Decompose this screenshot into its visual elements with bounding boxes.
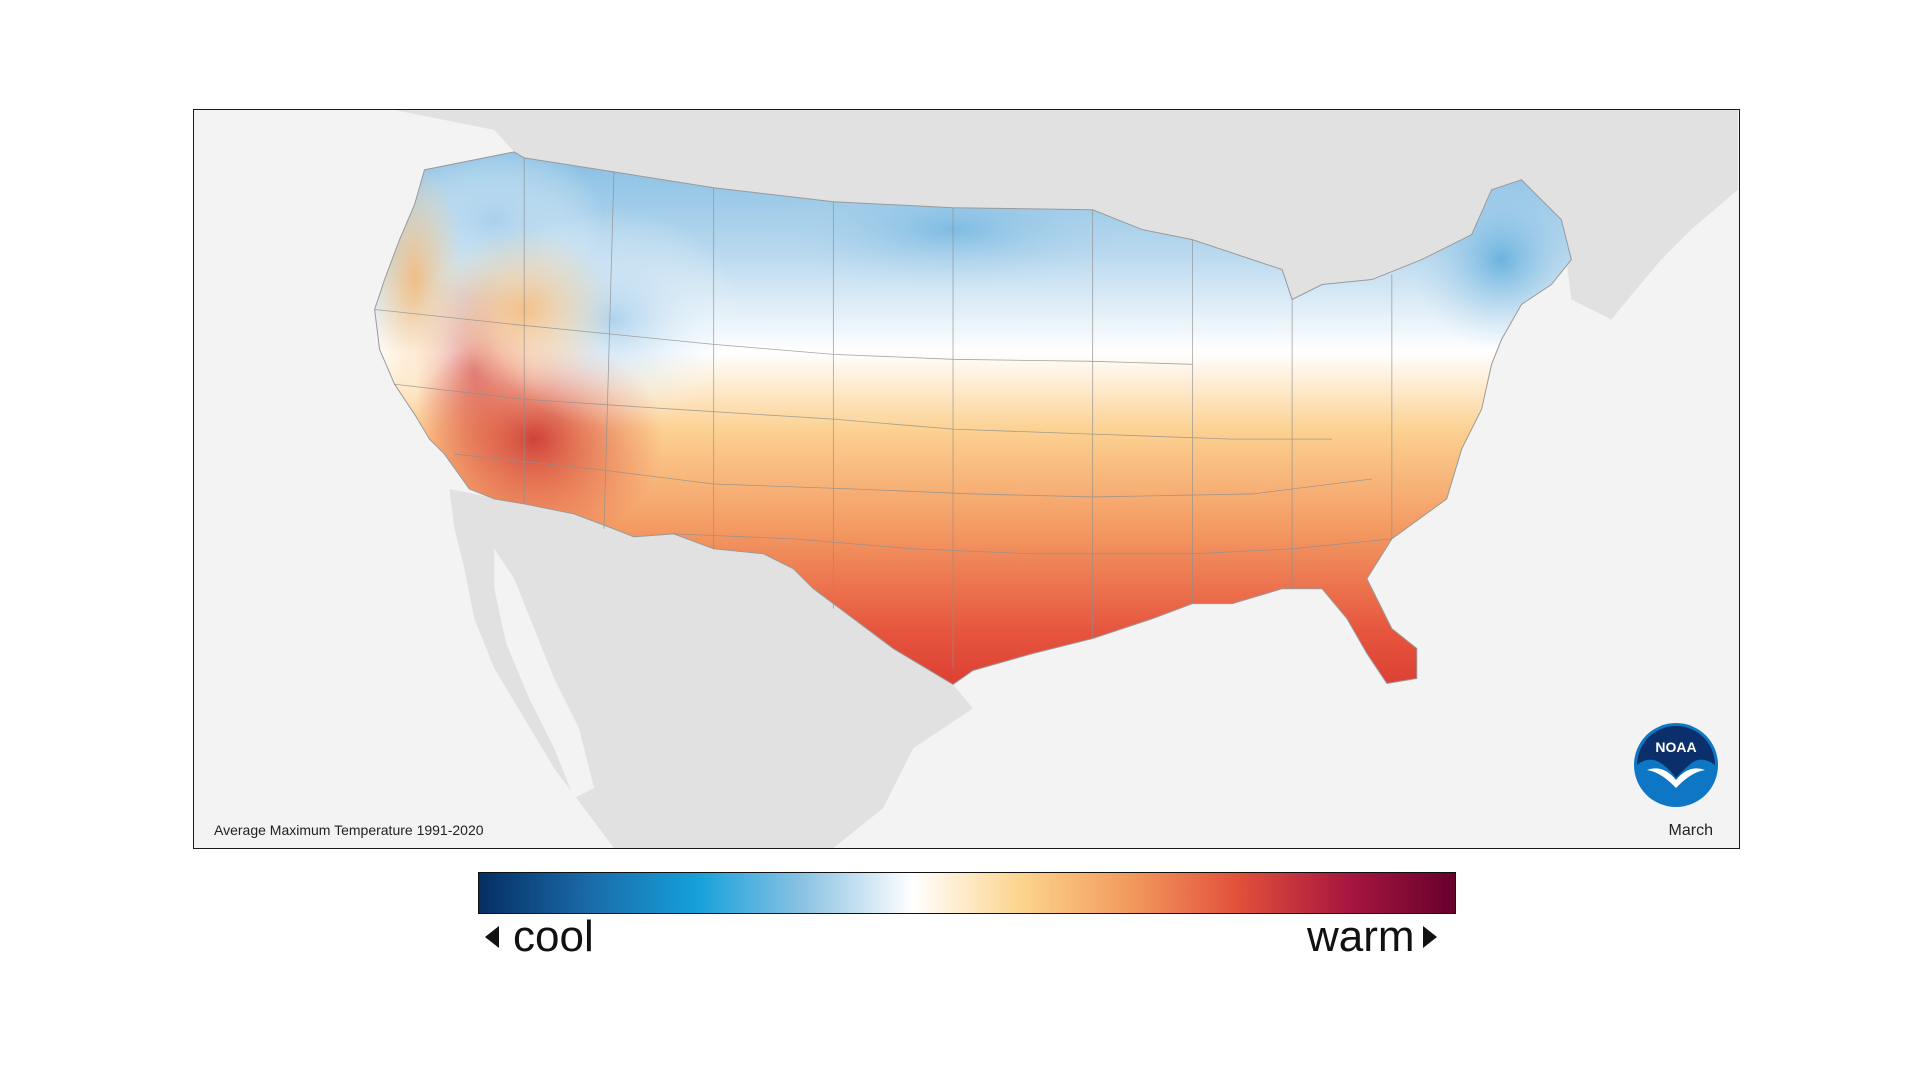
map-caption: Average Maximum Temperature 1991-2020 xyxy=(214,822,484,838)
cool-label-group: cool xyxy=(485,912,594,962)
map-canvas xyxy=(374,110,1738,848)
state-borders xyxy=(374,157,1393,669)
baja-water xyxy=(494,548,595,799)
warm-label: warm xyxy=(1307,912,1415,961)
cool-label: cool xyxy=(513,912,594,961)
color-scale-bar xyxy=(478,872,1456,914)
triangle-left-icon xyxy=(485,926,499,948)
warm-label-group: warm xyxy=(1307,912,1437,962)
noaa-logo-icon: NOAA xyxy=(1634,723,1718,807)
logo-text: NOAA xyxy=(1655,739,1696,755)
month-label: March xyxy=(1668,822,1713,839)
triangle-right-icon xyxy=(1422,926,1437,948)
temperature-map: Average Maximum Temperature 1991-2020 NO… xyxy=(193,109,1740,849)
